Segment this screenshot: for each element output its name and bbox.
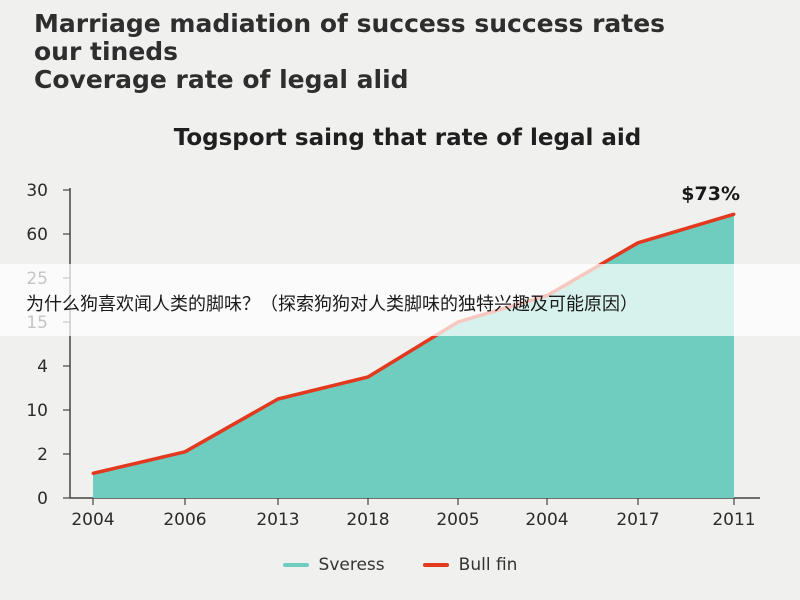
x-tick-label: 2006 — [163, 510, 206, 530]
y-tick-label: 30 — [26, 181, 48, 201]
x-tick-label: 2011 — [712, 510, 755, 530]
data-point — [636, 241, 640, 245]
x-tick-label: 2005 — [436, 510, 479, 530]
x-tick-label: 2013 — [256, 510, 299, 530]
chart-heading: Marriage madiation of success success ra… — [34, 10, 665, 94]
y-tick-label: 60 — [26, 225, 48, 245]
heading-line-2: our tineds — [34, 37, 179, 66]
heading-line-3: Coverage rate of legal alid — [34, 65, 409, 94]
y-tick-label: 10 — [26, 401, 48, 421]
y-tick-label: 0 — [37, 489, 48, 509]
y-tick-label: 2 — [37, 445, 48, 465]
legend-label-line: Bull fin — [458, 555, 518, 575]
data-point — [732, 212, 736, 216]
heading-line-1: Marriage madiation of success success ra… — [34, 9, 666, 38]
legend-label-area: Sveress — [318, 555, 385, 575]
legend-swatch-line — [422, 563, 449, 567]
x-tick-label: 2004 — [525, 510, 568, 530]
legend-item-line: Bull fin — [422, 555, 518, 575]
caption-banner-text: 为什么狗喜欢闻人类的脚味？（探索狗狗对人类脚味的独特兴趣及可能原因） — [26, 294, 638, 315]
x-tick-label: 2017 — [616, 510, 659, 530]
chart-legend: Sveress Bull fin — [0, 555, 800, 575]
data-point — [366, 375, 370, 379]
data-point — [91, 471, 95, 475]
data-point — [183, 450, 187, 454]
caption-banner — [0, 264, 800, 336]
chart-title: Togsport saing that rate of legal aid — [173, 125, 642, 151]
x-tick-label: 2004 — [71, 510, 114, 530]
series-area-sveress — [93, 214, 734, 498]
legend-swatch-area — [282, 563, 309, 567]
legend-item-area: Sveress — [282, 555, 385, 575]
y-tick-label: 4 — [37, 357, 48, 377]
data-point — [276, 397, 280, 401]
series-line-bull-fin — [92, 212, 735, 476]
annotation-label: $73% — [681, 183, 740, 205]
x-tick-label: 2018 — [346, 510, 389, 530]
